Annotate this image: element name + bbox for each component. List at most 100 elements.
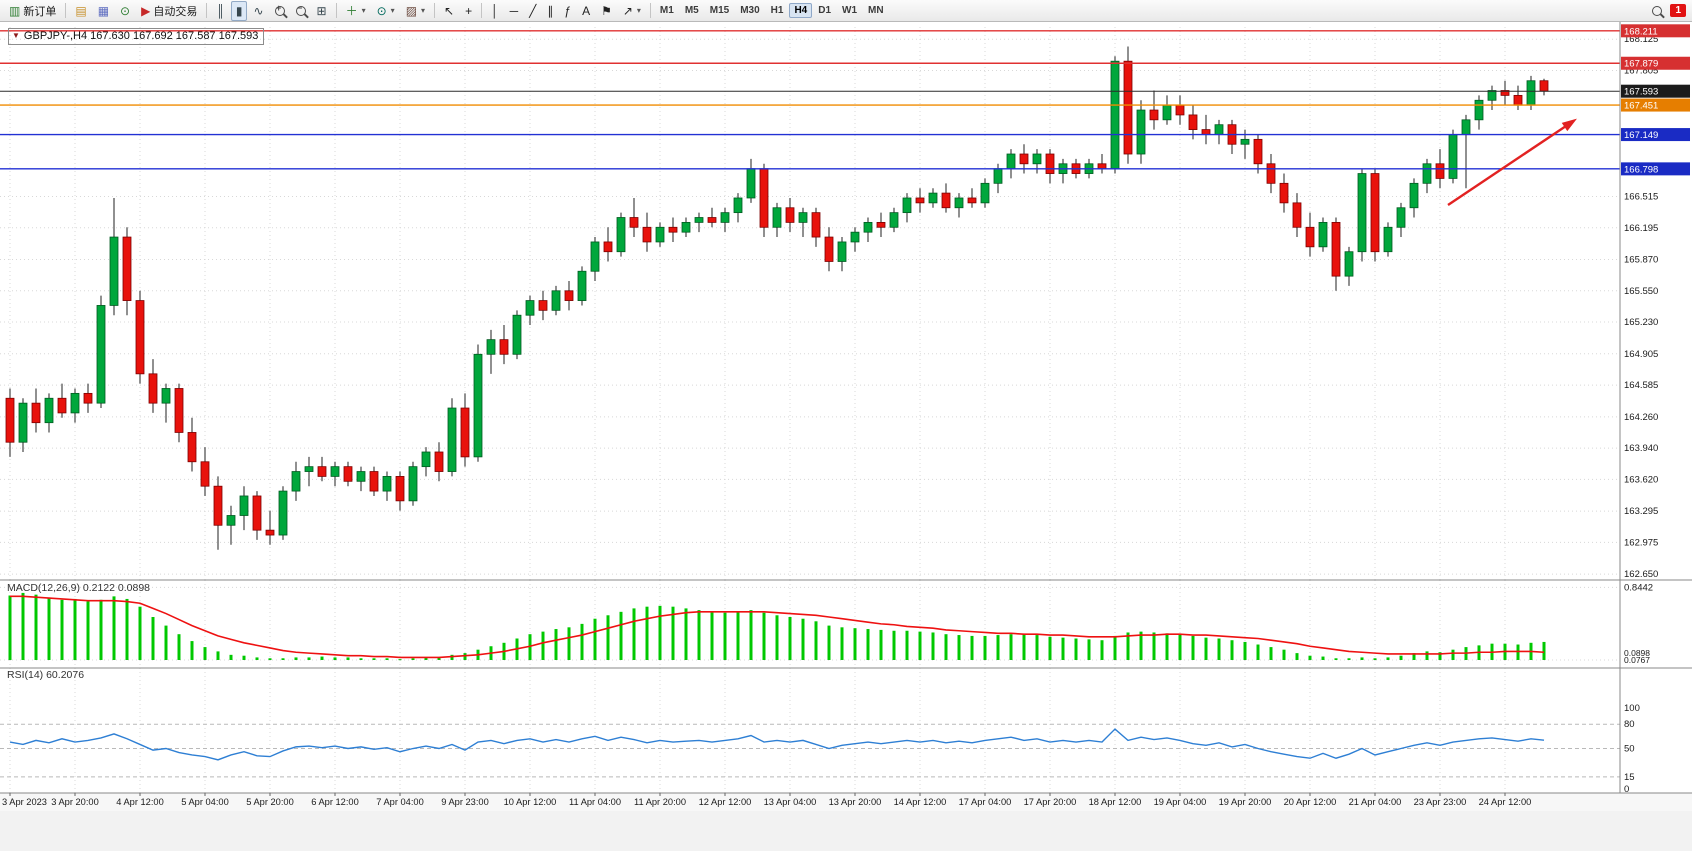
timeframe-button-m15[interactable]: M15 xyxy=(709,5,730,16)
fibonacci-icon: ƒ xyxy=(564,3,572,18)
refresh-button[interactable]: ⊙ xyxy=(115,1,135,21)
svg-text:0: 0 xyxy=(1624,784,1629,795)
bar-chart-button[interactable]: ║ xyxy=(211,1,230,21)
line-chart-icon: ∿ xyxy=(253,3,264,18)
trend-arrow[interactable] xyxy=(1447,118,1577,206)
shapes-button[interactable]: ↗ ▾ xyxy=(618,1,646,21)
cursor-button[interactable]: ↖ xyxy=(439,1,459,21)
svg-text:163.295: 163.295 xyxy=(1624,506,1658,517)
svg-text:165.230: 165.230 xyxy=(1624,317,1658,328)
toolbar-separator xyxy=(434,3,436,18)
line-chart-button[interactable]: ∿ xyxy=(248,1,268,21)
svg-text:20 Apr 12:00: 20 Apr 12:00 xyxy=(1284,797,1337,807)
svg-text:0.8442: 0.8442 xyxy=(1624,582,1653,593)
macd-panel xyxy=(8,592,1546,661)
new-chart-icon: ▤ xyxy=(75,3,87,18)
vertical-line-icon: │ xyxy=(491,3,499,18)
profiles-button[interactable]: ▦ xyxy=(93,1,114,21)
crosshair-button[interactable]: + xyxy=(460,1,477,21)
timeframe-button-m1[interactable]: M1 xyxy=(659,5,674,16)
svg-text:6 Apr 12:00: 6 Apr 12:00 xyxy=(311,797,359,807)
svg-text:164.585: 164.585 xyxy=(1624,380,1658,391)
svg-text:167.451: 167.451 xyxy=(1624,101,1658,112)
notification-badge[interactable]: 1 xyxy=(1670,4,1686,17)
tile-windows-button[interactable]: ⊞ xyxy=(312,1,332,21)
svg-text:100: 100 xyxy=(1624,703,1640,714)
dropdown-caret-icon: ▾ xyxy=(421,6,426,15)
new-order-button[interactable]: ▥ 新订单 xyxy=(4,1,61,21)
toolbar-separator xyxy=(65,3,67,18)
svg-text:167.149: 167.149 xyxy=(1624,130,1658,141)
svg-text:163.620: 163.620 xyxy=(1624,474,1658,485)
chart-canvas[interactable]: 168.125 167.805 166.515 166.195 165.870 165.5… xyxy=(0,22,1692,851)
svg-text:11 Apr 20:00: 11 Apr 20:00 xyxy=(634,797,686,807)
toolbar-separator xyxy=(649,3,651,18)
collapse-triangle-icon: ▼ xyxy=(12,31,20,40)
symbol-info-box[interactable]: ▼ GBPJPY-,H4 167.630 167.692 167.587 167… xyxy=(8,28,265,45)
svg-text:168.125: 168.125 xyxy=(1624,34,1658,45)
timeframe-button-h4[interactable]: H4 xyxy=(789,3,813,18)
shapes-icon: ↗ xyxy=(622,3,633,18)
svg-text:10 Apr 12:00: 10 Apr 12:00 xyxy=(504,797,557,807)
time-axis[interactable]: 3 Apr 2023 3 Apr 20:00 4 Apr 12:00 5 Apr 04… xyxy=(2,793,1531,807)
autotrading-button-label: 自动交易 xyxy=(153,5,198,18)
toolbar-separator xyxy=(206,3,208,18)
svg-text:4 Apr 12:00: 4 Apr 12:00 xyxy=(116,797,164,807)
fibonacci-button[interactable]: ƒ xyxy=(559,1,576,21)
svg-text:165.550: 165.550 xyxy=(1624,286,1658,297)
trendline-icon: ╱ xyxy=(529,3,537,18)
svg-text:13 Apr 20:00: 13 Apr 20:00 xyxy=(829,797,882,807)
svg-text:80: 80 xyxy=(1624,719,1635,730)
indicators-button[interactable]: ＋ ▾ xyxy=(341,1,371,21)
autotrading-button[interactable]: ▶ 自动交易 xyxy=(136,1,202,21)
text-button[interactable]: A xyxy=(577,1,595,21)
new-order-button-label: 新订单 xyxy=(23,5,57,18)
timeframe-button-w1[interactable]: W1 xyxy=(842,5,858,16)
templates-button[interactable]: ▨ ▾ xyxy=(401,1,430,21)
svg-text:24 Apr 12:00: 24 Apr 12:00 xyxy=(1479,797,1532,807)
timeframe-button-m30[interactable]: M30 xyxy=(740,5,760,16)
svg-text:14 Apr 12:00: 14 Apr 12:00 xyxy=(894,797,947,807)
level-lines[interactable] xyxy=(0,30,1620,170)
timeframe-button-d1[interactable]: D1 xyxy=(818,5,832,16)
svg-text:13 Apr 04:00: 13 Apr 04:00 xyxy=(764,797,817,807)
svg-text:19 Apr 20:00: 19 Apr 20:00 xyxy=(1219,797,1272,807)
channel-button[interactable]: ∥ xyxy=(542,1,558,21)
price-axis[interactable]: 168.125 167.805 166.515 166.195 165.870 165.5… xyxy=(1621,24,1690,795)
svg-text:167.805: 167.805 xyxy=(1624,65,1658,76)
periods-icon: ⊙ xyxy=(376,3,387,18)
horizontal-line-button[interactable]: ─ xyxy=(505,1,524,21)
label-icon: ⚑ xyxy=(601,3,612,18)
search-button[interactable] xyxy=(1647,1,1667,21)
tile-windows-icon: ⊞ xyxy=(316,3,327,18)
dropdown-caret-icon: ▾ xyxy=(390,6,395,15)
svg-text:17 Apr 20:00: 17 Apr 20:00 xyxy=(1024,797,1077,807)
new-chart-button[interactable]: ▤ xyxy=(70,1,91,21)
svg-text:167.879: 167.879 xyxy=(1624,59,1658,70)
candlestick-chart-button[interactable]: ▮ xyxy=(230,0,248,21)
svg-text:5 Apr 04:00: 5 Apr 04:00 xyxy=(181,797,229,807)
zoom-out-button[interactable] xyxy=(291,1,311,21)
bar-chart-icon: ║ xyxy=(216,3,225,18)
text-icon: A xyxy=(582,3,591,18)
rsi-panel xyxy=(9,728,1545,761)
label-button[interactable]: ⚑ xyxy=(596,1,617,21)
periods-button[interactable]: ⊙ ▾ xyxy=(372,1,400,21)
dropdown-caret-icon: ▾ xyxy=(361,6,366,15)
timeframe-button-h1[interactable]: H1 xyxy=(770,5,784,16)
svg-text:15: 15 xyxy=(1624,772,1635,783)
trendline-button[interactable]: ╱ xyxy=(524,1,541,21)
timeframe-button-mn[interactable]: MN xyxy=(868,5,884,16)
svg-text:23 Apr 23:00: 23 Apr 23:00 xyxy=(1414,797,1467,807)
crosshair-icon: + xyxy=(465,3,473,18)
svg-text:166.515: 166.515 xyxy=(1624,192,1658,203)
horizontal-line-icon: ─ xyxy=(509,3,519,18)
panel-separators[interactable] xyxy=(0,22,1692,794)
svg-text:19 Apr 04:00: 19 Apr 04:00 xyxy=(1154,797,1207,807)
vertical-line-button[interactable]: │ xyxy=(486,1,504,21)
svg-text:5 Apr 20:00: 5 Apr 20:00 xyxy=(246,797,294,807)
zoom-in-button[interactable] xyxy=(270,1,290,21)
timeframe-button-m5[interactable]: M5 xyxy=(684,5,699,16)
zoom-in-icon xyxy=(274,3,285,16)
